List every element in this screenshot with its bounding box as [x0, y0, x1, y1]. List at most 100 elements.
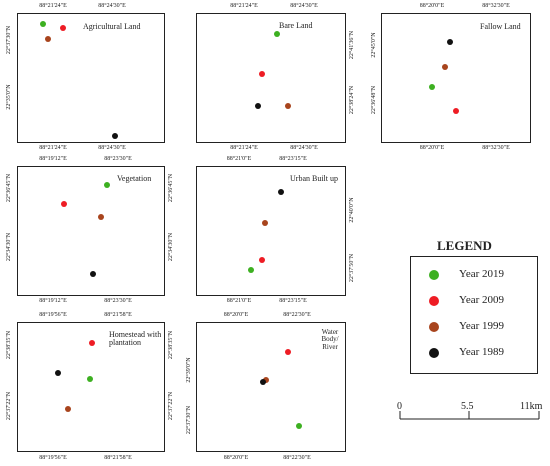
point-1989: [112, 133, 118, 139]
tick-right: 22°36'45"N: [168, 173, 174, 203]
panel-title: Homestead with plantation: [109, 330, 162, 348]
tick-bottom: 88°19'12"E: [39, 298, 67, 304]
tick-right: 22°38'35"N: [168, 330, 174, 360]
tick-right: 22°38'24"N: [349, 85, 355, 115]
tick-right: 22°41'36"N: [349, 30, 355, 60]
legend-swatch-2009: [429, 296, 439, 306]
point-2019: [87, 376, 93, 382]
point-2009: [61, 201, 67, 207]
point-1999: [263, 377, 269, 383]
point-1999: [65, 406, 71, 412]
legend-label: Year 1989: [459, 346, 505, 358]
tick-top: 88°21'24"E: [39, 3, 67, 9]
legend-swatch-1999: [429, 322, 439, 332]
tick-top: 88°20'0"E: [419, 3, 445, 9]
tick-top: 88°24'30"E: [98, 3, 126, 9]
tick-top: 88°23'30"E: [104, 156, 132, 162]
tick-right: 22°34'30"N: [168, 232, 174, 262]
map-panel-vegetation: Vegetation: [17, 166, 165, 296]
panel-title: Water Body/ River: [321, 328, 339, 351]
point-1999: [442, 64, 448, 70]
scale-label-0: 0: [397, 401, 402, 412]
tick-top: 88°21'0"E: [226, 156, 252, 162]
tick-bottom: 88°20'0"E: [223, 455, 249, 461]
tick-left: 22°38'35"N: [6, 330, 12, 360]
tick-left: 22°36'45"N: [6, 173, 12, 203]
point-2019: [248, 267, 254, 273]
point-2009: [285, 349, 291, 355]
tick-left: 22°39'0"N: [186, 357, 192, 383]
legend-title: LEGEND: [437, 238, 492, 253]
point-1989: [278, 189, 284, 195]
tick-right: 22°37'50"N: [349, 253, 355, 283]
point-2009: [89, 340, 95, 346]
tick-right: 22°40'0"N: [349, 197, 355, 223]
tick-top: 88°24'30"E: [290, 3, 318, 9]
point-2009: [453, 108, 459, 114]
tick-top: 88°20'0"E: [223, 312, 249, 318]
tick-left: 22°34'30"N: [6, 232, 12, 262]
tick-bottom: 88°21'24"E: [39, 145, 67, 151]
tick-left: 22°35'0"N: [6, 84, 12, 110]
tick-left: 22°36'48"N: [371, 85, 377, 115]
map-panel-bare: Bare Land: [196, 13, 346, 143]
tick-left: 22°37'22"N: [6, 391, 12, 421]
tick-bottom: 88°21'0"E: [226, 298, 252, 304]
tick-top: 88°21'24"E: [230, 3, 258, 9]
scale-label-end: 11km: [520, 401, 543, 412]
tick-bottom: 88°24'30"E: [98, 145, 126, 151]
tick-top: 88°19'12"E: [39, 156, 67, 162]
panel-title: Urban Built up: [290, 174, 338, 183]
point-2019: [274, 31, 280, 37]
legend-swatch-2019: [429, 270, 439, 280]
tick-top: 88°22'30"E: [283, 312, 311, 318]
tick-bottom: 88°23'30"E: [104, 298, 132, 304]
point-1989: [90, 271, 96, 277]
tick-top: 88°23'15"E: [279, 156, 307, 162]
point-2019: [104, 182, 110, 188]
tick-left: 22°37'30"N: [6, 25, 12, 55]
tick-bottom: 88°22'30"E: [283, 455, 311, 461]
tick-right: 22°37'22"N: [168, 391, 174, 421]
panel-title: Vegetation: [117, 174, 152, 183]
point-1999: [262, 220, 268, 226]
map-panel-urban: Urban Built up: [196, 166, 346, 296]
point-2009: [60, 25, 66, 31]
scale-bar: 0 5.5 11km: [397, 389, 543, 439]
tick-bottom: 88°24'30"E: [290, 145, 318, 151]
tick-bottom: 88°19'56"E: [39, 455, 67, 461]
point-1989: [255, 103, 261, 109]
tick-bottom: 88°32'30"E: [482, 145, 510, 151]
tick-top: 88°21'58"E: [104, 312, 132, 318]
tick-bottom: 88°21'58"E: [104, 455, 132, 461]
map-panel-agricultural: Agricultural Land: [17, 13, 165, 143]
point-2009: [259, 257, 265, 263]
map-panel-water: Water Body/ River: [196, 322, 346, 452]
panel-title: Agricultural Land: [83, 22, 141, 31]
point-1999: [285, 103, 291, 109]
tick-left: 22°37'30"N: [186, 405, 192, 435]
point-2019: [40, 21, 46, 27]
tick-bottom: 88°23'15"E: [279, 298, 307, 304]
panel-title: Bare Land: [279, 21, 313, 30]
point-1999: [98, 214, 104, 220]
legend-label: Year 2009: [459, 294, 505, 306]
tick-top: 88°19'56"E: [39, 312, 67, 318]
scale-label-mid: 5.5: [461, 401, 474, 412]
legend-swatch-1989: [429, 348, 439, 358]
legend: Year 2019 Year 2009 Year 1999 Year 1989: [410, 256, 538, 374]
map-panel-homestead: Homestead with plantation: [17, 322, 165, 452]
tick-left: 22°45'0"N: [371, 32, 377, 58]
point-1989: [55, 370, 61, 376]
tick-bottom: 88°20'0"E: [419, 145, 445, 151]
point-2019: [429, 84, 435, 90]
tick-bottom: 88°21'24"E: [230, 145, 258, 151]
legend-label: Year 2019: [459, 268, 505, 280]
map-panel-fallow: Fallow Land: [381, 13, 531, 143]
point-1989: [260, 379, 266, 385]
point-1989: [447, 39, 453, 45]
point-2019: [296, 423, 302, 429]
point-1999: [45, 36, 51, 42]
tick-top: 88°32'30"E: [482, 3, 510, 9]
scale-bar-graphic: [399, 411, 540, 420]
